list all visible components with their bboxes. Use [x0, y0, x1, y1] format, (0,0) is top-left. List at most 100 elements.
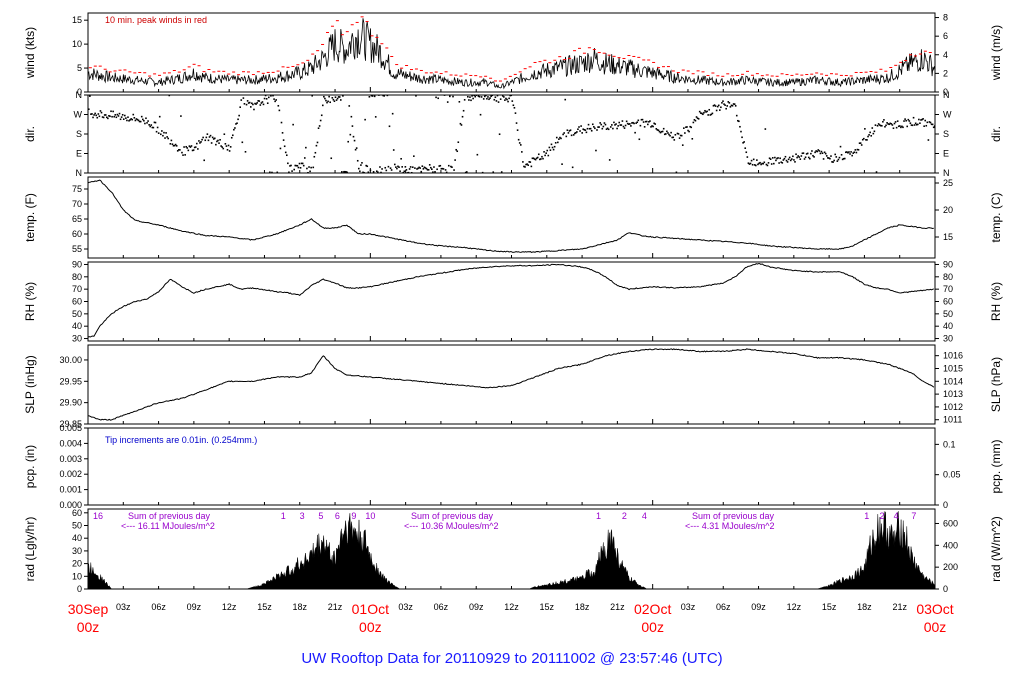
dir-point	[850, 151, 852, 153]
y-tick-label: 5	[77, 63, 82, 73]
dir-point	[181, 151, 183, 154]
dir-point	[441, 167, 444, 170]
dir-point	[335, 99, 338, 101]
dir-point	[397, 165, 399, 168]
dir-point	[783, 157, 786, 160]
dir-point	[458, 100, 461, 103]
dir-point	[691, 137, 694, 140]
date-label: 02Oct	[634, 601, 671, 617]
dir-point	[609, 126, 612, 128]
dir-point	[164, 137, 166, 139]
dir-point	[753, 164, 756, 166]
dir-point	[118, 112, 121, 115]
dir-point	[291, 170, 293, 172]
dir-point	[209, 134, 212, 137]
dir-point	[558, 138, 560, 140]
dir-point	[193, 146, 196, 149]
right-tick-label: 1016	[943, 351, 963, 361]
dir-point	[317, 127, 320, 130]
y-tick-label: N	[76, 90, 83, 100]
dir-point	[219, 138, 221, 141]
dir-point	[174, 143, 177, 146]
dir-point	[689, 125, 691, 128]
dir-point	[97, 113, 100, 115]
dir-point	[519, 144, 522, 146]
dir-point	[234, 127, 236, 129]
dir-point	[246, 100, 249, 102]
dir-point	[478, 95, 481, 98]
right-tick-label: 4	[943, 50, 948, 60]
right-tick-label: 200	[943, 562, 958, 572]
right-tick-label: 8	[943, 13, 948, 23]
dir-point	[90, 113, 92, 115]
dir-point	[767, 162, 770, 164]
dir-point	[890, 123, 893, 125]
dir-point	[733, 103, 736, 105]
dir-point	[460, 124, 463, 126]
dir-point	[131, 118, 134, 121]
dir-point	[827, 157, 829, 159]
dir-point	[841, 158, 844, 161]
right-tick-label: 0	[943, 87, 948, 97]
dir-point	[793, 159, 795, 161]
pcp-annotation: Tip increments are 0.01in. (0.254mm.)	[105, 435, 257, 445]
right-tick-label: 40	[943, 321, 953, 331]
dir-point	[414, 167, 416, 169]
dir-point	[415, 95, 417, 97]
dir-point	[251, 102, 253, 105]
dir-point	[782, 159, 785, 161]
dir-point	[786, 161, 789, 163]
y-tick-label: 80	[72, 272, 82, 282]
dir-point	[720, 106, 722, 109]
hour-mark: 7	[911, 511, 916, 521]
dir-point	[764, 128, 767, 130]
dir-point	[398, 166, 400, 168]
dir-point	[494, 96, 497, 99]
dir-point	[876, 124, 879, 127]
dir-point	[775, 159, 777, 162]
dir-point	[306, 167, 308, 170]
dir-point	[623, 127, 626, 129]
dir-point	[516, 129, 519, 131]
right-axis-label-rh: RH (%)	[989, 282, 1003, 321]
dir-point	[596, 129, 598, 131]
dir-point	[355, 147, 358, 149]
dir-point	[212, 138, 215, 140]
dir-point	[137, 119, 140, 122]
dir-point	[239, 106, 242, 108]
dir-point	[860, 144, 863, 146]
dir-point	[705, 111, 707, 113]
x-tick-label: 21z	[892, 602, 907, 612]
dir-point	[281, 132, 284, 134]
dir-point	[206, 133, 209, 135]
dir-point	[823, 151, 826, 154]
dir-point	[366, 165, 369, 168]
dir-point	[800, 155, 803, 157]
dir-point	[259, 104, 262, 106]
dir-point	[370, 95, 373, 97]
dir-point	[648, 121, 650, 123]
dir-point	[513, 106, 516, 109]
dir-point	[771, 157, 774, 159]
dir-point	[743, 141, 745, 143]
dir-point	[127, 116, 129, 118]
dir-point	[521, 151, 523, 153]
dir-point	[605, 128, 608, 131]
dir-point	[111, 115, 113, 118]
dir-point	[223, 133, 226, 136]
dir-point	[685, 126, 687, 129]
dir-point	[894, 121, 897, 123]
hour-mark: 1	[281, 511, 286, 521]
dir-point	[421, 165, 424, 167]
dir-point	[923, 125, 925, 128]
dir-point	[525, 163, 527, 166]
dir-point	[284, 151, 287, 154]
dir-point	[878, 124, 881, 126]
y-axis-label-temp: temp. (F)	[23, 193, 37, 242]
dir-point	[470, 99, 472, 102]
y-tick-label: 60	[72, 297, 82, 307]
dir-point	[831, 161, 833, 163]
dir-point	[725, 107, 727, 110]
dir-point	[486, 97, 488, 100]
dir-point	[846, 151, 848, 153]
